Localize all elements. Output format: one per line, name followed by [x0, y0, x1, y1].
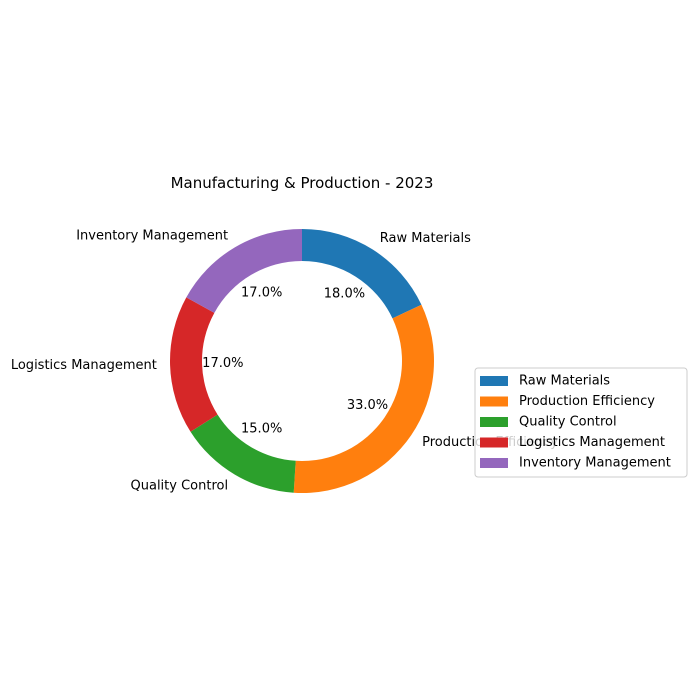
slice-quality-control	[190, 414, 296, 493]
percent-label-logistics-management: 17.0%	[202, 356, 243, 371]
slice-label-raw-materials: Raw Materials	[380, 231, 471, 246]
slice-label-inventory-management: Inventory Management	[76, 229, 228, 244]
slice-label-logistics-management: Logistics Management	[11, 358, 157, 373]
legend-swatch-quality-control	[480, 417, 508, 427]
legend: Raw Materials Production Efficiency Qualit…	[474, 367, 688, 478]
slice-label-quality-control: Quality Control	[131, 478, 229, 493]
legend-swatch-logistics-management	[480, 437, 508, 448]
slice-inventory-management	[186, 229, 302, 313]
percent-label-production-efficiency: 33.0%	[347, 398, 388, 413]
legend-label-inventory-management: Inventory Management	[519, 456, 671, 471]
legend-frame	[474, 367, 688, 478]
legend-label-raw-materials: Raw Materials	[519, 374, 610, 389]
legend-swatch-raw-materials	[480, 376, 508, 386]
donut-slices	[170, 229, 435, 493]
slice-logistics-management	[170, 297, 218, 432]
legend-label-logistics-management: Logistics Management	[519, 435, 665, 450]
slice-raw-materials	[302, 229, 422, 319]
percent-label-inventory-management: 17.0%	[241, 285, 282, 300]
chart-title: Manufacturing & Production - 2023	[171, 174, 434, 192]
legend-swatch-production-efficiency	[480, 396, 508, 407]
legend-label-quality-control: Quality Control	[519, 415, 617, 430]
slice-production-efficiency	[293, 304, 435, 493]
percent-label-quality-control: 15.0%	[241, 422, 282, 437]
percent-label-raw-materials: 18.0%	[324, 287, 365, 302]
legend-swatch-inventory-management	[480, 458, 508, 468]
percent-labels: 18.0% 33.0% 15.0% 17.0% 17.0%	[202, 285, 388, 436]
legend-label-production-efficiency: Production Efficiency	[519, 394, 655, 409]
